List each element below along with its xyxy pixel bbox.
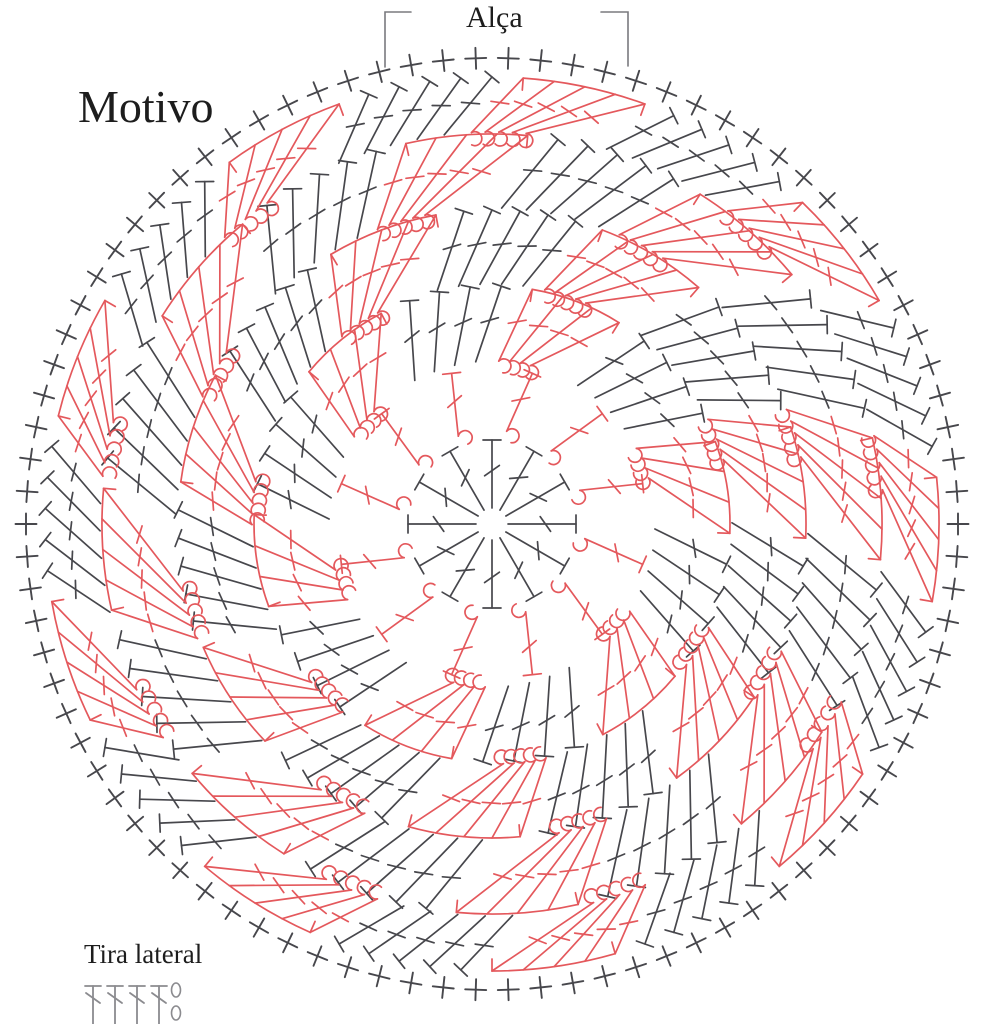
- round-6: [38, 70, 940, 977]
- motif-label: Motivo: [78, 81, 214, 132]
- round-1: [407, 439, 577, 609]
- side-strip-label: Tira lateral: [84, 939, 203, 969]
- strap-label: Alça: [466, 1, 523, 34]
- strap-bracket: [384, 11, 629, 68]
- side-strip-chart: [84, 982, 182, 1024]
- round-5: [101, 133, 883, 915]
- round-7: [14, 46, 970, 1002]
- round-3: [252, 282, 732, 766]
- round-2: [336, 368, 648, 680]
